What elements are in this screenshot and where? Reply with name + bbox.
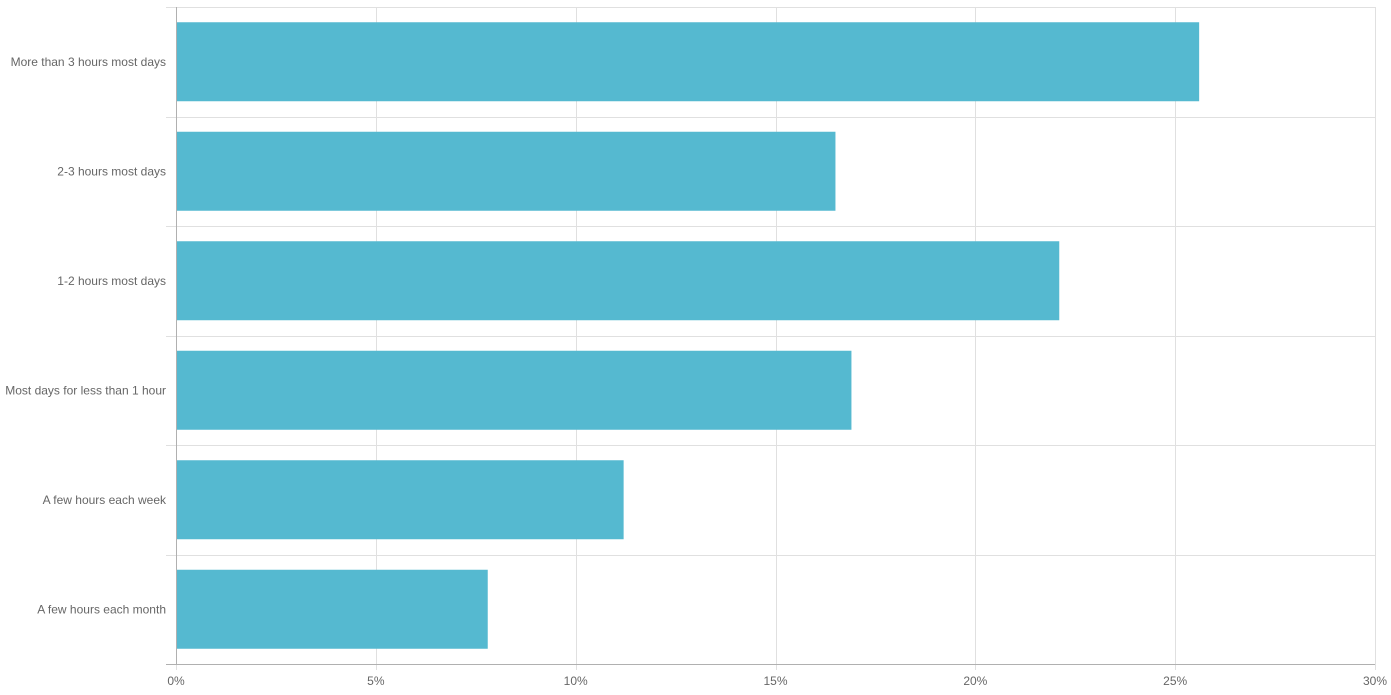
- category-label: More than 3 hours most days: [11, 55, 166, 69]
- x-tick-label: 10%: [564, 674, 588, 688]
- category-label: A few hours each month: [37, 602, 166, 616]
- bar: [176, 350, 852, 430]
- x-tick-label: 25%: [1163, 674, 1187, 688]
- x-tick-label: 15%: [763, 674, 787, 688]
- bars-layer: [176, 22, 1200, 649]
- x-tick-label: 5%: [367, 674, 385, 688]
- x-tick-label: 0%: [167, 674, 185, 688]
- category-label: 2-3 hours most days: [57, 164, 166, 178]
- bar: [176, 569, 488, 649]
- bar: [176, 460, 624, 540]
- bar: [176, 241, 1060, 321]
- category-label: 1-2 hours most days: [57, 274, 166, 288]
- bar: [176, 22, 1200, 102]
- category-label: Most days for less than 1 hour: [5, 383, 166, 397]
- category-label: A few hours each week: [43, 493, 167, 507]
- x-tick-label: 20%: [963, 674, 987, 688]
- bar: [176, 131, 836, 211]
- grid-layer: [166, 7, 1376, 665]
- axis-layer: [166, 7, 1376, 670]
- x-tick-label: 30%: [1363, 674, 1387, 688]
- labels-layer: 0% 5% 10% 15% 20% 25% 30% More than 3 hours mos…: [5, 55, 1387, 688]
